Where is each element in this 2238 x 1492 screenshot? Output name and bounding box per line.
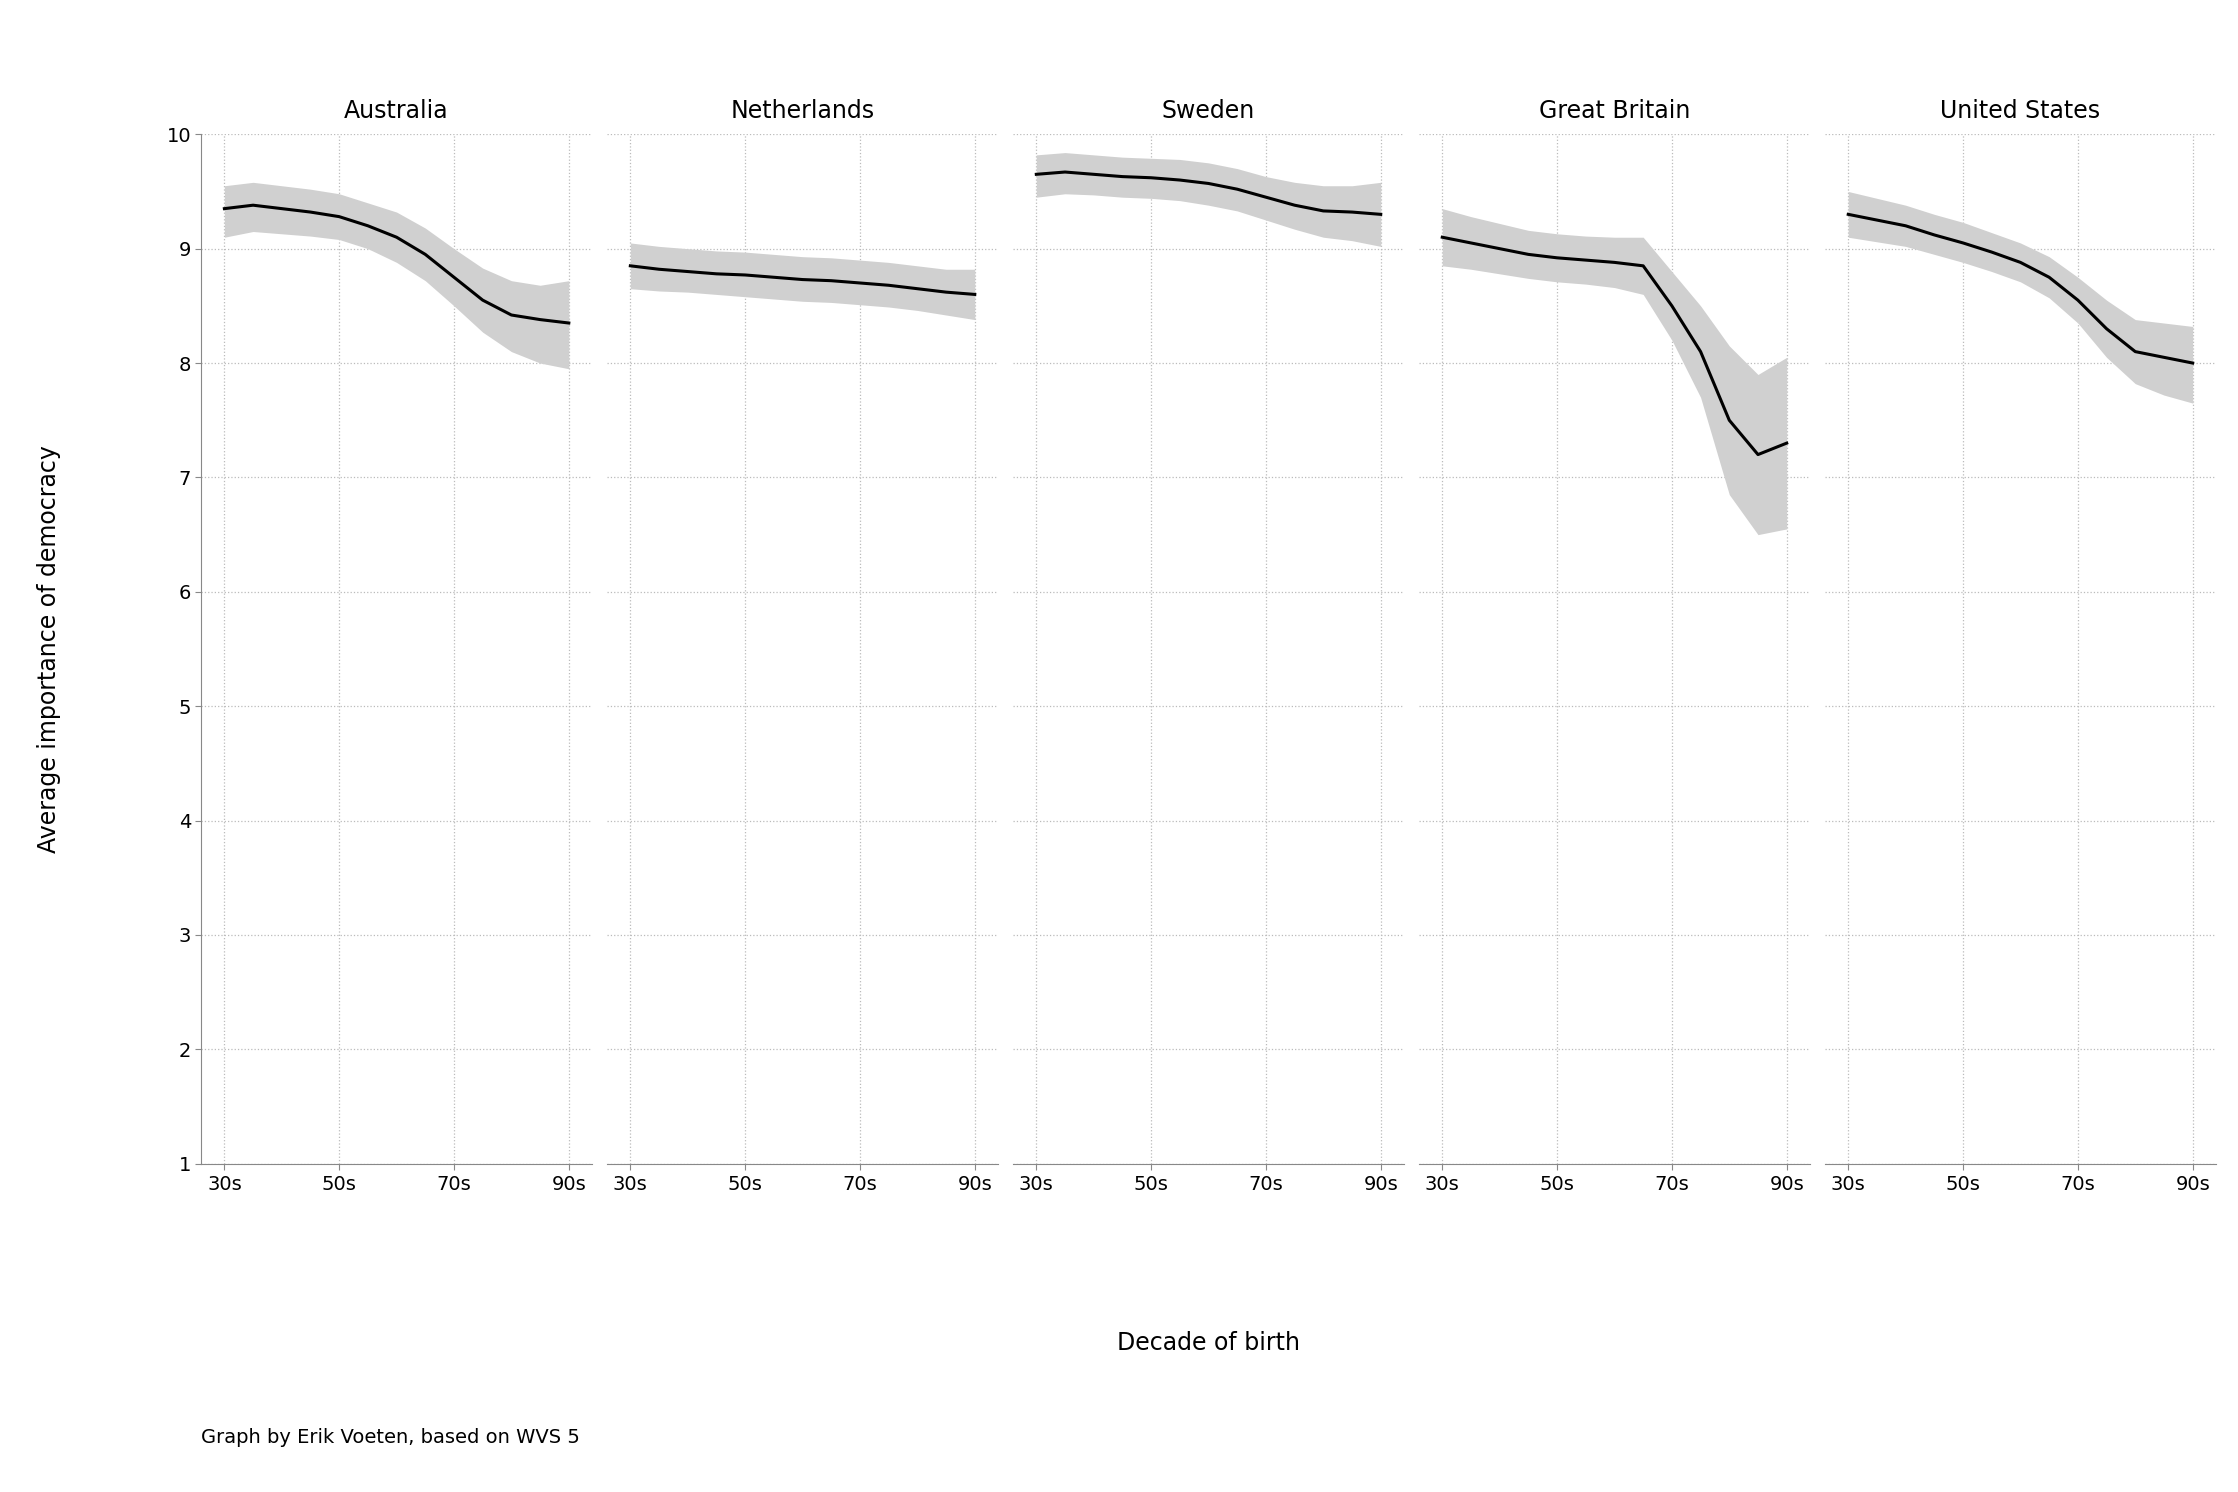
Text: Graph by Erik Voeten, based on WVS 5: Graph by Erik Voeten, based on WVS 5	[201, 1428, 580, 1447]
Title: Great Britain: Great Britain	[1540, 98, 1690, 122]
Text: Average importance of democracy: Average importance of democracy	[38, 445, 60, 853]
Title: Netherlands: Netherlands	[730, 98, 875, 122]
Title: Sweden: Sweden	[1162, 98, 1256, 122]
Title: United States: United States	[1940, 98, 2101, 122]
Title: Australia: Australia	[345, 98, 450, 122]
Text: Decade of birth: Decade of birth	[1117, 1331, 1300, 1355]
